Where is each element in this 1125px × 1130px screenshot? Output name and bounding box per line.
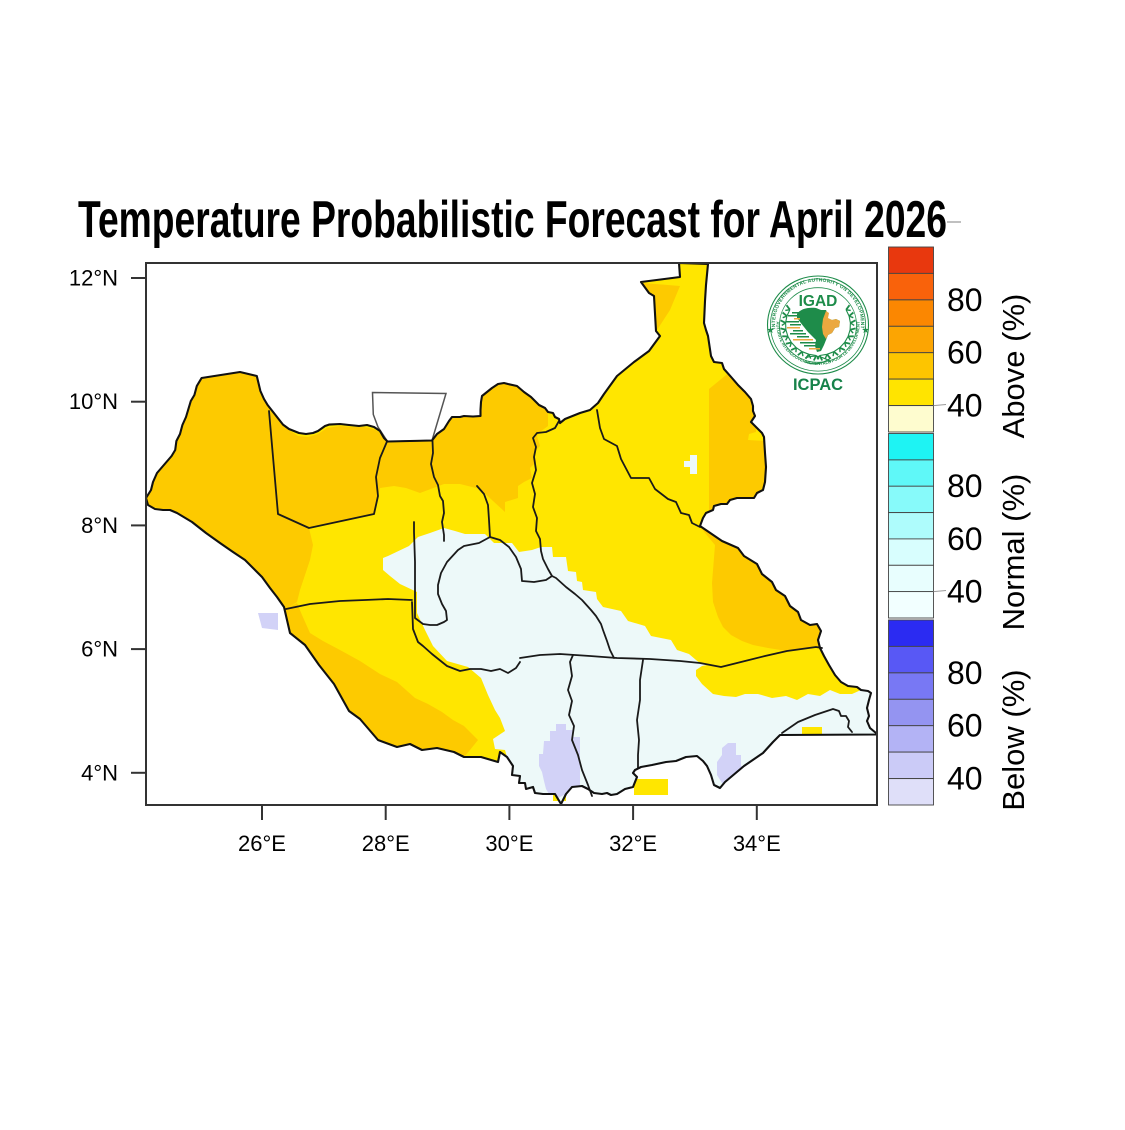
svg-text:60: 60 <box>947 521 983 557</box>
svg-text:60: 60 <box>947 708 983 744</box>
svg-text:Above (%): Above (%) <box>996 294 1031 439</box>
svg-text:10°N: 10°N <box>69 389 118 414</box>
svg-text:4°N: 4°N <box>81 760 118 785</box>
svg-text:40: 40 <box>947 574 983 610</box>
svg-text:Temperature Probabilistic Fore: Temperature Probabilistic Forecast for A… <box>78 190 947 249</box>
svg-text:12°N: 12°N <box>69 266 118 291</box>
svg-text:40: 40 <box>947 761 983 797</box>
svg-text:40: 40 <box>947 388 983 424</box>
svg-text:80: 80 <box>947 655 983 691</box>
svg-text:ICPAC: ICPAC <box>793 376 843 394</box>
svg-text:Normal (%): Normal (%) <box>996 474 1031 631</box>
svg-text:80: 80 <box>947 282 983 318</box>
svg-text:★: ★ <box>766 325 774 335</box>
svg-text:28°E: 28°E <box>362 831 410 856</box>
svg-text:32°E: 32°E <box>609 831 657 856</box>
svg-text:80: 80 <box>947 468 983 504</box>
svg-text:6°N: 6°N <box>81 637 118 662</box>
svg-text:★: ★ <box>861 325 869 335</box>
svg-text:Below (%): Below (%) <box>996 669 1031 810</box>
svg-text:34°E: 34°E <box>733 831 781 856</box>
svg-text:8°N: 8°N <box>81 513 118 538</box>
svg-text:26°E: 26°E <box>238 831 286 856</box>
svg-text:30°E: 30°E <box>485 831 533 856</box>
svg-text:60: 60 <box>947 335 983 371</box>
svg-text:IGAD: IGAD <box>799 293 838 310</box>
